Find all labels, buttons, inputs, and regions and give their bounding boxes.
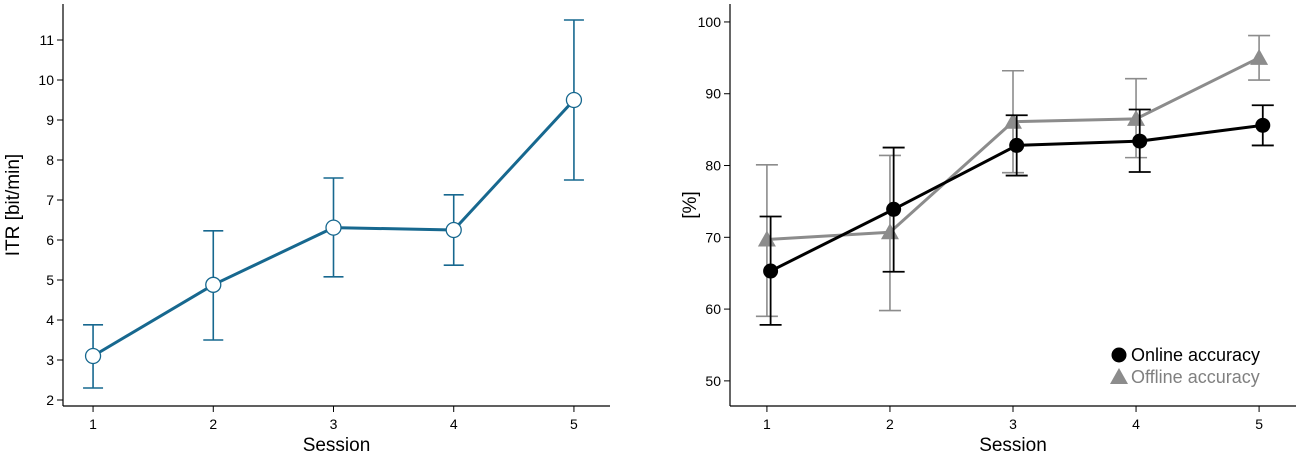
y-tick-label: 10 [38,72,54,88]
y-axis-title: [%] [680,191,701,218]
x-tick-label: 4 [1132,416,1140,432]
y-tick-label: 70 [705,229,721,245]
y-tick-label: 11 [39,32,54,48]
y-tick-label: 8 [46,152,54,168]
x-tick-label: 1 [89,416,97,432]
legend-marker [1110,368,1128,384]
legend-label: Offline accuracy [1131,367,1260,387]
y-tick-label: 9 [46,112,54,128]
series-online-accuracy [759,104,1274,326]
y-tick-label: 60 [705,301,721,317]
series-itr [83,19,584,389]
y-tick-label: 3 [46,352,54,368]
data-point [763,263,779,279]
y-tick-label: 4 [46,312,54,328]
data-point [886,201,902,217]
legend-label: Online accuracy [1131,345,1260,365]
accuracy-chart-panel: 50 60 70 80 90 100 1 2 3 4 5 Session [%] Online accur… [680,4,1296,456]
x-tick-label: 2 [209,416,217,432]
y-tick-label: 5 [46,272,54,288]
x-axis-title: Session [979,435,1047,456]
y-tick-label: 6 [46,232,54,248]
y-tick-label: 80 [705,158,721,174]
y-tick-label: 7 [46,192,54,208]
y-tick-label: 50 [705,373,721,389]
data-point [565,91,583,109]
data-point [445,221,462,239]
data-point [1009,137,1025,153]
x-tick-label: 1 [763,416,771,432]
x-tick-label: 4 [450,416,458,432]
x-tick-label: 5 [570,416,578,432]
data-point [1132,133,1148,149]
y-tick-label: 90 [705,86,721,102]
data-point [325,219,342,236]
x-tick-label: 3 [330,416,338,432]
data-point [84,347,102,365]
x-tick-label: 5 [1255,416,1263,432]
x-axis-title: Session [303,435,371,456]
y-tick-label: 100 [698,14,722,30]
x-tick-label: 3 [1009,416,1017,432]
data-point [1255,117,1271,133]
legend-marker [1111,347,1127,363]
x-tick-label: 2 [886,416,894,432]
data-point [1250,48,1269,65]
y-tick-label: 2 [46,392,54,408]
data-point [205,276,222,293]
y-axis-title: ITR [bit/min] [3,154,24,256]
